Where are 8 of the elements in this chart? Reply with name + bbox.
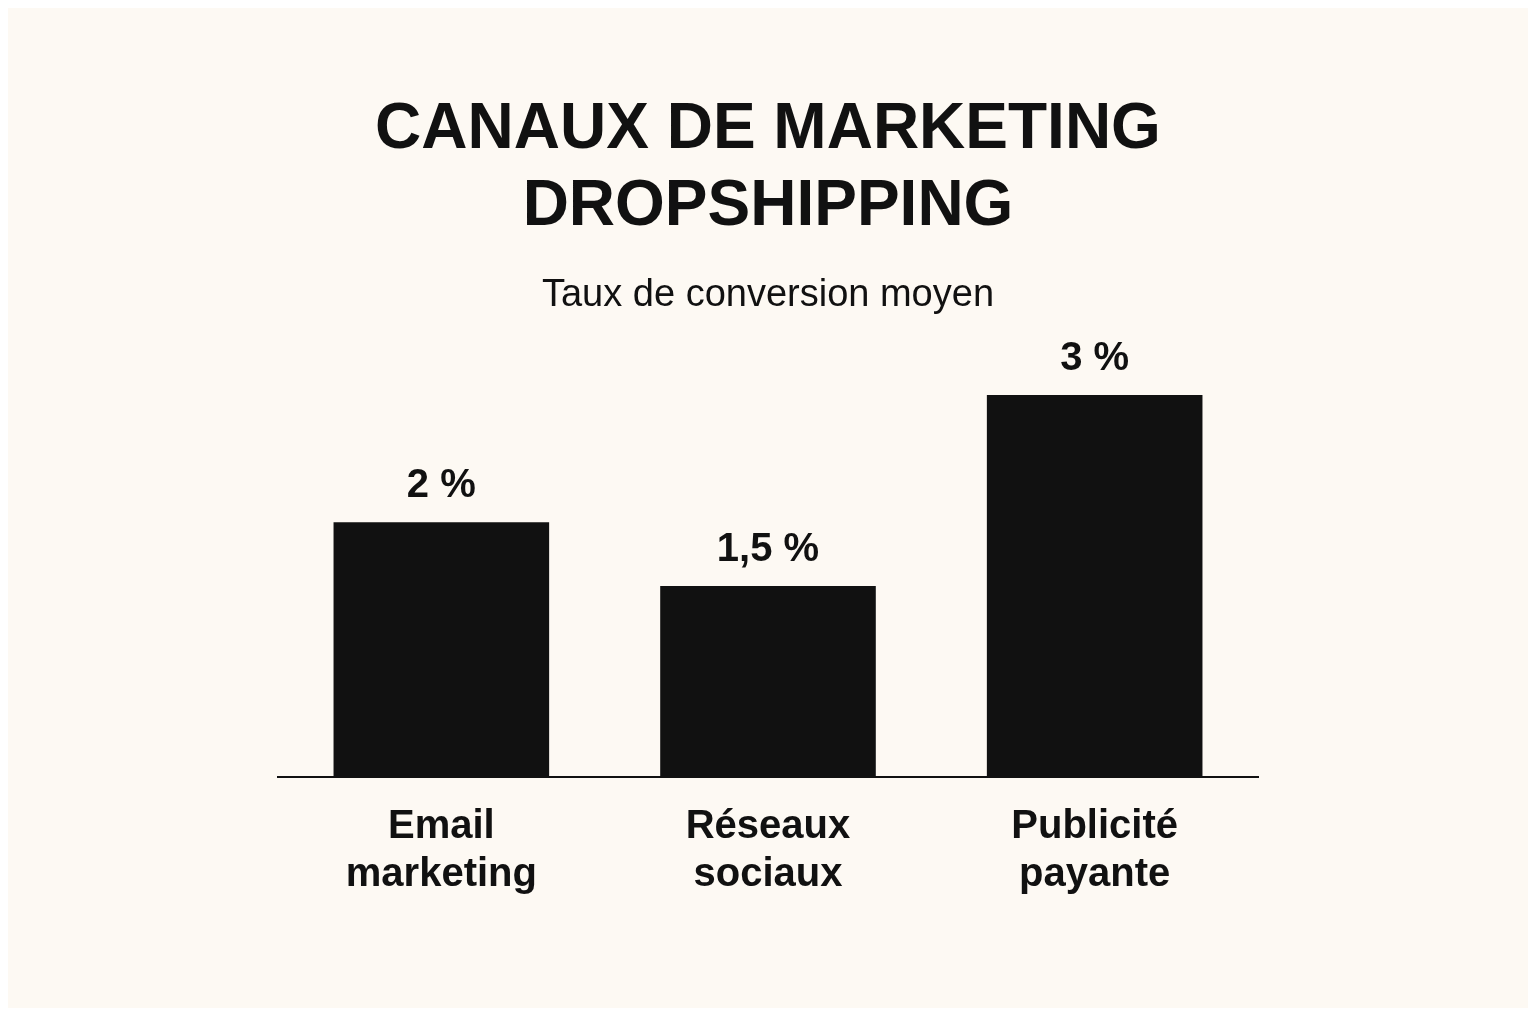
- x-tick-label: Réseaux sociaux: [685, 801, 851, 894]
- x-tick-label: Email marketing: [345, 801, 537, 894]
- chart-title: CANAUX DE MARKETING DROPSHIPPING: [374, 89, 1162, 241]
- x-tick-label: Publicité payante: [1011, 801, 1179, 894]
- data-label: 1,5 %: [716, 524, 820, 569]
- chart-subtitle: Taux de conversion moyen: [541, 271, 995, 315]
- data-label: 2 %: [406, 460, 476, 505]
- data-label: 3 %: [1060, 333, 1130, 378]
